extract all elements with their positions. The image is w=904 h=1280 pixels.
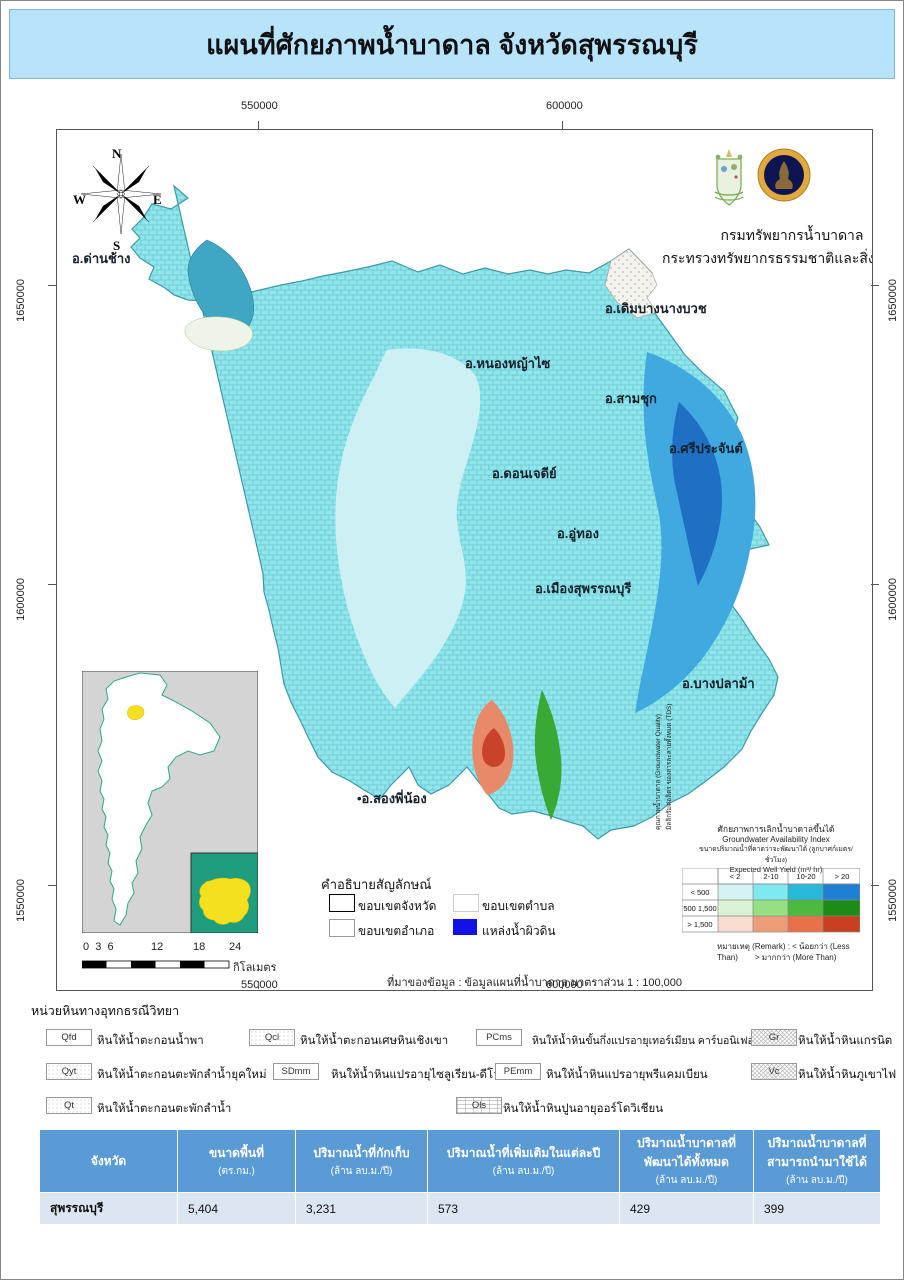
svg-text:> 1,500: > 1,500 [687,920,712,929]
svg-text:< 500: < 500 [691,888,710,897]
svg-text:2-10: 2-10 [763,872,778,881]
svg-text:> 20: > 20 [835,872,850,881]
svg-text:10-20: 10-20 [796,872,815,881]
svg-text:500 1,500: 500 1,500 [683,904,716,913]
svg-text:< 2: < 2 [730,872,741,881]
